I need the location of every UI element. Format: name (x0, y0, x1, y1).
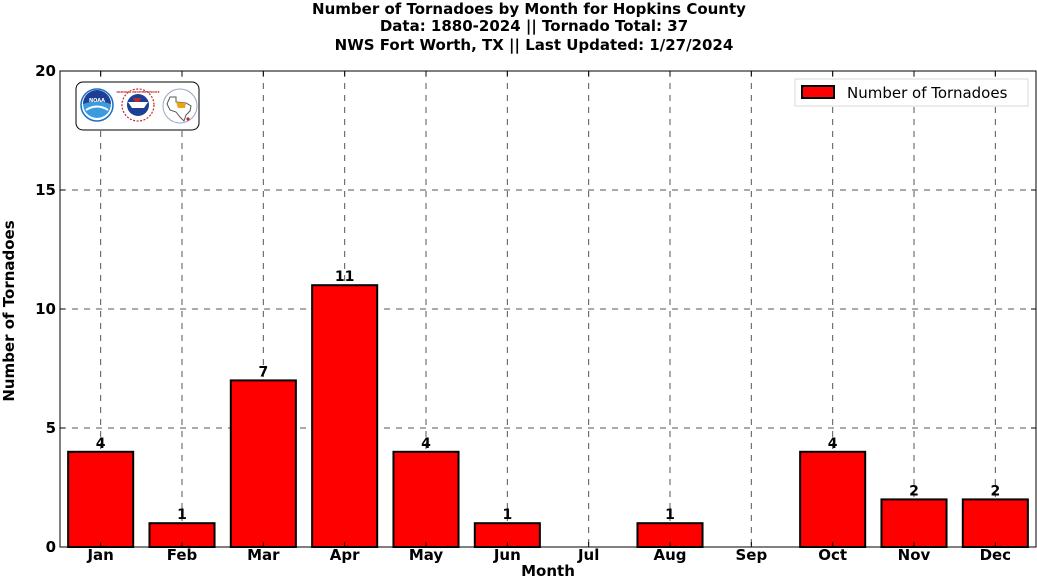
y-axis-ticks: 0 5 10 15 20 (35, 62, 1036, 556)
bars (67, 284, 1029, 549)
x-tick-label-may: May (409, 546, 444, 564)
data-label-dec: 2 (990, 483, 1000, 499)
bar-oct (799, 450, 867, 548)
data-label-feb: 1 (177, 507, 187, 523)
y-tick-label: 0 (46, 538, 56, 556)
chart-title-line-2: Data: 1880-2024 || Tornado Total: 37 (380, 17, 688, 36)
y-tick-label: 5 (46, 419, 56, 437)
x-tick-label-mar: Mar (247, 546, 280, 564)
x-tick-label-aug: Aug (653, 546, 686, 564)
bar-may (392, 450, 460, 548)
grid-lines (60, 71, 1036, 547)
x-tick-label-oct: Oct (818, 546, 847, 564)
data-label-oct: 4 (828, 436, 838, 452)
bar-apr (311, 284, 379, 548)
x-tick-label-apr: Apr (330, 546, 360, 564)
logo-box: NOAA NATIONAL WEATHER SERVICE (75, 81, 200, 131)
nws-fort-worth-logo (162, 88, 198, 124)
bar-mar (229, 379, 297, 548)
x-tick-label-nov: Nov (898, 546, 931, 564)
nws-logo-text: NATIONAL WEATHER SERVICE (117, 90, 160, 94)
nws-logo: NATIONAL WEATHER SERVICE (117, 88, 160, 122)
chart-title-line-3: NWS Fort Worth, TX || Last Updated: 1/27… (335, 36, 734, 55)
bar-nov (880, 498, 948, 548)
legend-swatch (801, 85, 835, 99)
y-tick-label: 10 (35, 300, 56, 318)
x-axis-label: Month (521, 562, 575, 580)
legend: Number of Tornadoes (794, 78, 1029, 107)
legend-label: Number of Tornadoes (847, 84, 1008, 102)
x-tick-label-jun: Jun (493, 546, 521, 564)
data-label-aug: 1 (665, 507, 675, 523)
x-tick-label-jan: Jan (86, 546, 113, 564)
x-axis-ticks: Jan Feb Mar Apr May Jun Jul Aug Sep Oct Nov Dec (86, 71, 1011, 564)
noaa-logo: NOAA (80, 88, 114, 122)
x-tick-label-dec: Dec (980, 546, 1012, 564)
x-tick-label-feb: Feb (167, 546, 198, 564)
data-label-apr: 11 (335, 269, 354, 285)
y-tick-label: 20 (35, 62, 56, 80)
data-label-jun: 1 (502, 507, 512, 523)
y-tick-label: 15 (35, 181, 56, 199)
y-axis-label: Number of Tornadoes (0, 220, 18, 401)
bar-dec (961, 498, 1029, 548)
x-tick-label-jul: Jul (577, 546, 599, 564)
chart-title-line-1: Number of Tornadoes by Month for Hopkins… (312, 0, 746, 18)
noaa-logo-text: NOAA (89, 98, 105, 104)
bar-jan (67, 450, 135, 548)
data-label-may: 4 (421, 436, 431, 452)
data-label-nov: 2 (909, 483, 919, 499)
data-label-mar: 7 (258, 364, 268, 380)
data-label-jan: 4 (96, 436, 106, 452)
x-tick-label-sep: Sep (735, 546, 767, 564)
chart-title: Number of Tornadoes by Month for Hopkins… (312, 0, 746, 55)
